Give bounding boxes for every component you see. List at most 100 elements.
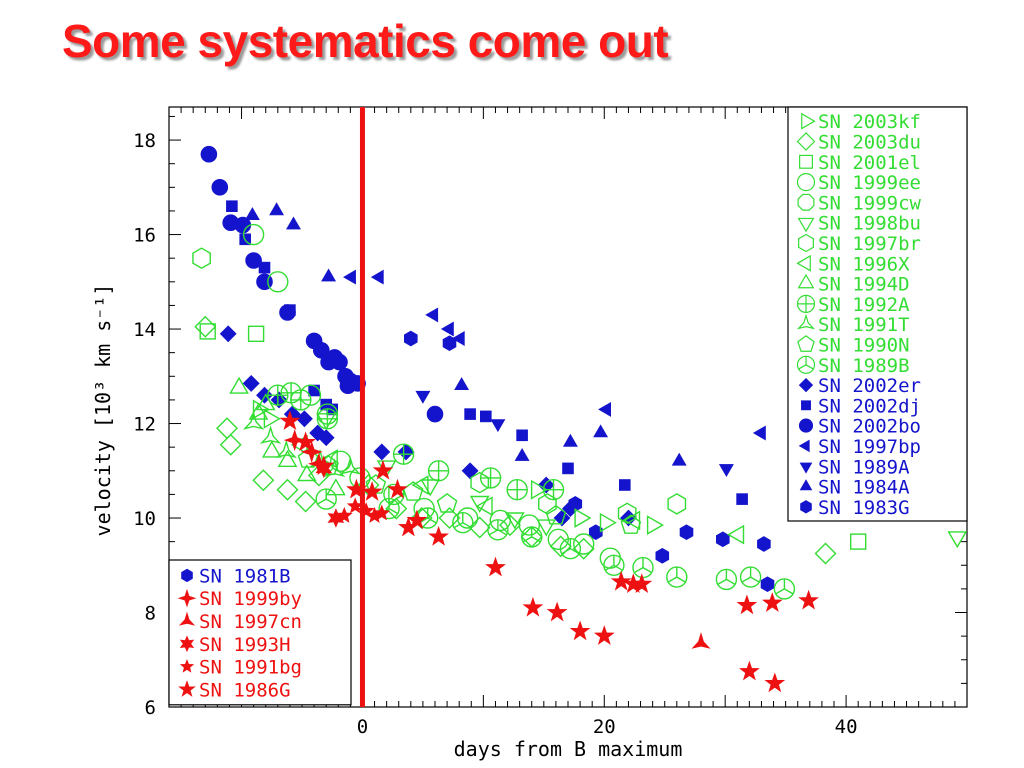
data-point (426, 405, 444, 423)
data-point (403, 330, 418, 347)
data-point (631, 573, 653, 594)
data-point (514, 448, 530, 461)
data-point (406, 509, 428, 530)
data-point (192, 247, 211, 270)
legend-entry: SN 1986G (178, 679, 291, 701)
data-point (757, 536, 771, 552)
legend-box (168, 559, 352, 706)
legend-marker (179, 659, 195, 673)
data-point (850, 533, 867, 550)
data-point (542, 479, 565, 501)
legend-entry: SN 1997bp (798, 436, 921, 458)
legend-entry: SN 1999ee (796, 172, 921, 194)
legend-label: SN 1991T (818, 314, 910, 336)
data-point (620, 514, 642, 534)
data-point (618, 479, 631, 491)
data-point (598, 401, 612, 417)
legend-marker (796, 173, 816, 192)
data-point (440, 321, 454, 337)
data-point (764, 672, 786, 693)
data-point (335, 506, 353, 523)
data-point (286, 216, 301, 230)
legend-entry: SN 2001el (799, 152, 921, 174)
data-point (313, 455, 335, 475)
legend-entry: SN 1991T (796, 313, 910, 336)
data-point (521, 526, 543, 548)
data-point (219, 433, 242, 456)
series-sn-1984a (244, 202, 687, 466)
legend-entry: SN 1983G (800, 497, 910, 519)
legend-entry: SN 1997br (798, 233, 921, 255)
data-point (655, 547, 670, 564)
data-point (276, 478, 299, 501)
legend-label: SN 1996X (818, 253, 910, 275)
data-point (545, 504, 567, 525)
data-point (646, 515, 665, 535)
legend-entry: SN 1990N (797, 334, 910, 356)
x-tick-label: 20 (593, 716, 616, 738)
legend-marker (796, 254, 811, 272)
x-axis-label: days from B maximum (454, 737, 683, 761)
tick-labels: 0 20 40 6 8 10 12 14 16 18 (133, 130, 857, 738)
legend-label: SN 1983G (818, 497, 910, 519)
legend-marker (799, 479, 813, 491)
data-point (610, 570, 632, 591)
data-point (739, 660, 760, 681)
data-point (372, 459, 394, 480)
data-point (666, 566, 688, 588)
legend-label: SN 2003du (818, 131, 921, 153)
series-sn-1997bp (343, 269, 766, 441)
data-point (632, 556, 654, 579)
legend-entry: SN 2002er (798, 375, 921, 397)
data-point (300, 440, 323, 463)
series-sn-1989b (315, 488, 796, 600)
legend-marker (798, 377, 814, 393)
legend-marker (798, 418, 814, 433)
data-point (290, 389, 312, 411)
legend-entry: SN 2003du (796, 131, 921, 153)
y-axis-label: velocity [10³ km s⁻¹] (91, 284, 115, 537)
data-point (244, 207, 260, 220)
data-point (245, 252, 262, 269)
data-point (530, 479, 549, 500)
legend-entry: SN 1993H (179, 634, 291, 656)
legend-entry: SN 2002bo (798, 416, 921, 438)
series-sn-2002er (219, 325, 637, 527)
legend-marker (796, 294, 816, 313)
y-tick-label: 18 (133, 130, 156, 152)
legend-entry: SN 1996X (796, 253, 910, 275)
legend-marker (796, 313, 816, 330)
data-point (468, 516, 491, 539)
data-point (736, 493, 748, 505)
data-point (411, 475, 429, 495)
legend-label: SN 1997bp (818, 436, 921, 458)
legend-label: SN 1989B (818, 355, 910, 377)
legend-box (787, 106, 968, 522)
data-point (715, 568, 738, 591)
data-point (326, 478, 346, 496)
data-point (308, 384, 320, 397)
data-point (316, 413, 337, 431)
data-point (736, 594, 758, 615)
data-point (267, 271, 289, 293)
legend-label: SN 2002er (818, 375, 921, 397)
data-point (219, 325, 237, 343)
data-point (475, 496, 493, 517)
data-point (343, 269, 356, 285)
series-sn-1986g (279, 410, 819, 693)
data-point (691, 632, 711, 649)
legend-entry: SN 2002dj (801, 395, 921, 417)
data-point (522, 596, 544, 617)
data-point (428, 525, 449, 546)
legend-label: SN 1997cn (199, 611, 302, 633)
data-point (479, 467, 502, 489)
data-point (317, 429, 335, 447)
legend-entry: SN 1989B (796, 355, 910, 377)
data-point (242, 374, 260, 392)
data-point (258, 261, 271, 274)
data-point (321, 268, 337, 282)
data-point (798, 589, 819, 610)
legend-marker (177, 588, 197, 608)
